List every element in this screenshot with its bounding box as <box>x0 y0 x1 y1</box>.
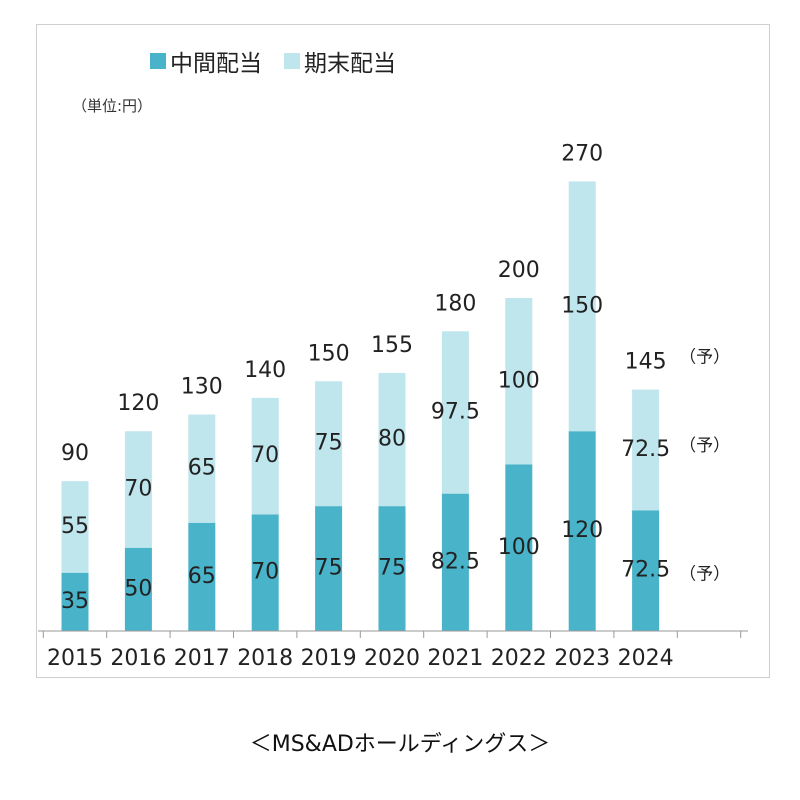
data-label-final-2023: 150 <box>561 293 603 318</box>
bar-interim-2018 <box>251 514 279 631</box>
legend-item-final: 期末配当 <box>284 44 396 78</box>
forecast-mark-final: （予） <box>679 436 730 456</box>
bar-final-2016 <box>124 431 152 548</box>
data-label-total-2020: 155 <box>371 333 413 358</box>
forecast-mark-total: （予） <box>679 348 730 368</box>
forecast-mark-interim: （予） <box>679 565 730 585</box>
data-label-final-2017: 65 <box>188 456 216 481</box>
data-label-final-2021: 97.5 <box>431 399 480 424</box>
x-tick-label-2023: 2023 <box>554 646 610 671</box>
bar-interim-2016 <box>124 547 152 631</box>
data-label-final-2019: 75 <box>315 431 343 456</box>
data-label-final-2020: 80 <box>378 427 406 452</box>
data-label-interim-2021: 82.5 <box>431 549 480 574</box>
data-label-final-2015: 55 <box>61 514 89 539</box>
bar-final-2022 <box>505 298 533 465</box>
x-tick-label-2018: 2018 <box>237 646 293 671</box>
data-label-final-2024: 72.5 <box>621 437 670 462</box>
data-label-interim-2020: 75 <box>378 556 406 581</box>
bar-final-2023 <box>568 181 596 432</box>
data-label-interim-2017: 65 <box>188 564 216 589</box>
bar-interim-2017 <box>188 522 216 631</box>
bar-interim-2020 <box>378 506 406 631</box>
x-tick-label-2015: 2015 <box>47 646 103 671</box>
data-label-interim-2019: 75 <box>315 556 343 581</box>
bar-interim-2024 <box>632 510 660 631</box>
legend-label-final: 期末配当 <box>304 51 396 77</box>
bar-final-2021 <box>441 331 469 494</box>
bar-final-2017 <box>188 414 216 523</box>
data-label-interim-2024: 72.5 <box>621 558 670 583</box>
chart-caption: ＜MS&ADホールディングス＞ <box>249 732 551 757</box>
bar-final-2015 <box>61 481 89 573</box>
x-tick-label-2016: 2016 <box>110 646 166 671</box>
unit-label: （単位:円） <box>72 97 153 115</box>
bar-final-2024 <box>632 389 660 511</box>
data-label-final-2022: 100 <box>498 368 540 393</box>
x-tick-label-2019: 2019 <box>301 646 357 671</box>
data-label-interim-2018: 70 <box>251 560 279 585</box>
x-tick-label-2017: 2017 <box>174 646 230 671</box>
data-label-total-2024: 145 <box>625 350 667 375</box>
data-label-final-2016: 70 <box>124 476 152 501</box>
data-label-total-2021: 180 <box>434 291 476 316</box>
bar-interim-2023 <box>568 431 596 631</box>
bar-interim-2015 <box>61 572 89 631</box>
data-label-total-2017: 130 <box>181 375 223 400</box>
x-tick-label-2022: 2022 <box>491 646 547 671</box>
data-label-interim-2016: 50 <box>124 576 152 601</box>
bar-interim-2022 <box>505 464 533 631</box>
data-label-final-2018: 70 <box>251 443 279 468</box>
data-label-total-2023: 270 <box>561 141 603 166</box>
x-tick-label-2021: 2021 <box>427 646 483 671</box>
data-label-total-2022: 200 <box>498 258 540 283</box>
legend-swatch-interim <box>150 53 166 69</box>
legend-item-interim: 中間配当 <box>150 44 262 78</box>
data-label-total-2019: 150 <box>308 341 350 366</box>
x-tick-label-2020: 2020 <box>364 646 420 671</box>
data-label-total-2016: 120 <box>117 391 159 416</box>
bar-final-2019 <box>315 381 343 507</box>
bar-interim-2021 <box>441 493 469 631</box>
x-tick-label-2024: 2024 <box>618 646 674 671</box>
data-label-total-2018: 140 <box>244 358 286 383</box>
bar-final-2020 <box>378 372 406 507</box>
chart-legend: 中間配当 期末配当 <box>150 44 396 78</box>
data-label-interim-2023: 120 <box>561 518 603 543</box>
data-label-interim-2015: 35 <box>61 589 89 614</box>
legend-label-interim: 中間配当 <box>170 51 262 77</box>
bar-final-2018 <box>251 397 279 515</box>
data-label-interim-2022: 100 <box>498 535 540 560</box>
data-label-total-2015: 90 <box>61 441 89 466</box>
bar-interim-2019 <box>315 506 343 631</box>
legend-swatch-final <box>284 53 300 69</box>
